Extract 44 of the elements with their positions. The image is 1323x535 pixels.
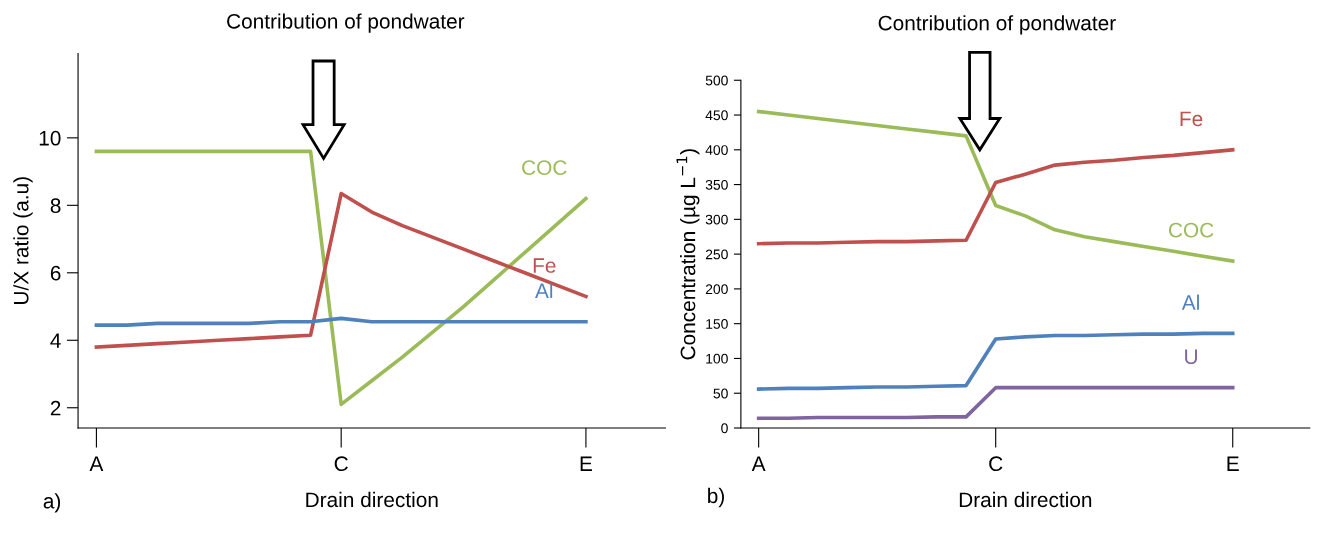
x-tick-label: C [989, 456, 1003, 472]
y-axis-title: Concentration (µg L$^{−1}$) [676, 149, 700, 360]
text: a) [43, 493, 61, 513]
y-tick-label: 400 [705, 145, 728, 155]
y-tick-label: 6 [50, 265, 61, 281]
text: b) [708, 487, 724, 508]
series-label: COC [1168, 222, 1214, 238]
y-tick-label: 500 [705, 75, 728, 86]
y-tick-label: 100 [706, 353, 728, 364]
line-series [756, 109, 1235, 263]
chart-title: Contribution of pondwater [878, 15, 1116, 35]
line-series [94, 149, 588, 407]
y-tick-label: 450 [705, 110, 728, 121]
y-tick-label: 150 [706, 319, 728, 329]
x-axis-title: Drain direction [959, 491, 1092, 508]
x-tick-label: E [580, 456, 592, 471]
y-tick-label: 50 [713, 388, 728, 399]
series-label: Fe [1180, 111, 1203, 127]
line-series [94, 191, 588, 349]
series-label: U [1185, 349, 1197, 365]
line-series [756, 331, 1235, 391]
y-tick-label: 350 [705, 179, 728, 190]
y-tick-label: 300 [705, 214, 728, 225]
series-label: Al [535, 282, 553, 298]
y-tick-label: 0 [721, 423, 728, 434]
x-axis-title: Drain direction [306, 491, 438, 508]
y-tick-label: 4 [50, 333, 61, 348]
x-tick-label: A [89, 456, 104, 471]
x-tick-label: C [334, 456, 348, 472]
series-label: Fe [533, 258, 556, 273]
y-tick-label: 250 [705, 249, 728, 260]
y-tick-label: 10 [39, 130, 61, 146]
line-series [94, 316, 588, 327]
series-label: COC [522, 160, 567, 176]
line-series [756, 147, 1235, 246]
y-tick-label: 2 [50, 400, 61, 416]
y-axis-title: U/X ratio (a.u) [13, 177, 33, 304]
chart-title: Contribution of pondwater [227, 13, 465, 33]
series-label: Al [1181, 294, 1199, 310]
y-tick-label: 200 [705, 284, 728, 295]
y-tick-label: 8 [50, 198, 61, 214]
x-tick-label: E [1227, 456, 1239, 471]
line-series [756, 385, 1235, 421]
x-tick-label: A [751, 456, 766, 471]
